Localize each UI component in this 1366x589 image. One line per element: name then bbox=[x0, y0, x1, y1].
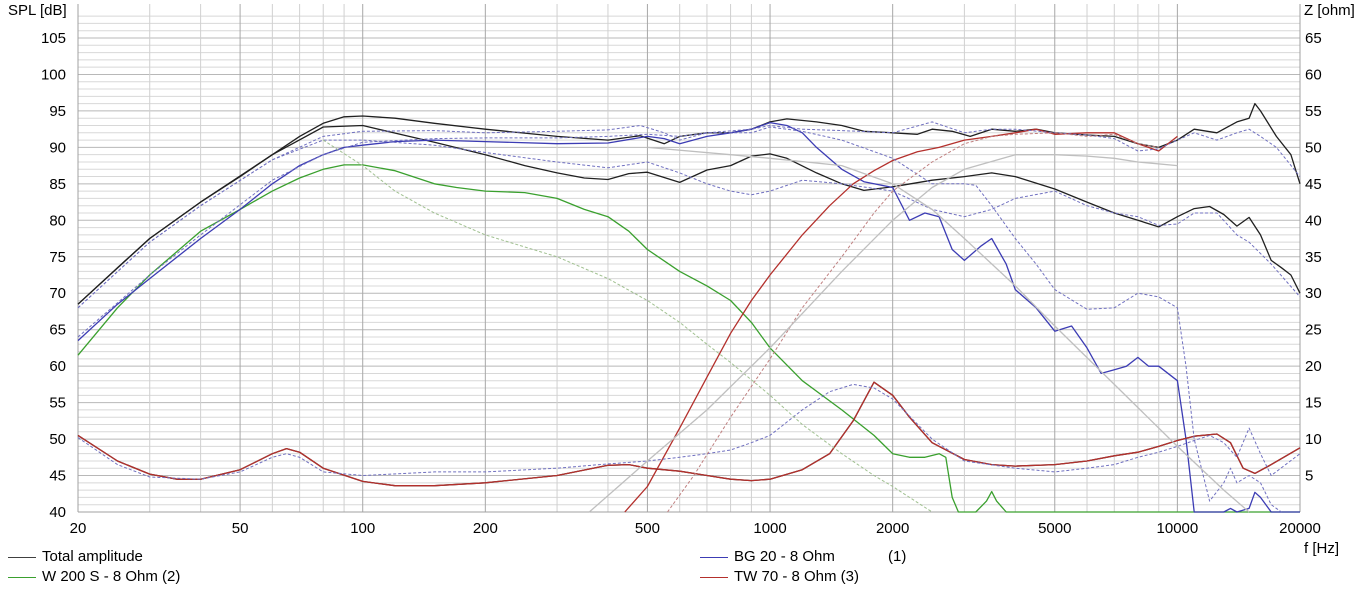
axis-ticks: 40 45 50 55 60 65 70 75 80 85 90 95 100 105 5 10 15 20 25 3… bbox=[41, 30, 1322, 537]
series-line-8 bbox=[77, 139, 1301, 309]
y-left-tick-label: 70 bbox=[49, 285, 66, 302]
y-right-tick-label: 30 bbox=[1305, 285, 1322, 302]
series-line-2 bbox=[77, 164, 1300, 513]
series-line-11 bbox=[667, 132, 1159, 513]
x-tick-label: 20 bbox=[70, 520, 87, 537]
y-left-tick-label: 85 bbox=[49, 176, 66, 193]
legend-swatch-tweeter bbox=[700, 577, 728, 578]
legend-label-bg20: BG 20 - 8 Ohm bbox=[734, 548, 835, 565]
y-right-tick-label: 55 bbox=[1305, 103, 1322, 120]
y-left-tick-label: 90 bbox=[49, 139, 66, 156]
legend-label-total: Total amplitude bbox=[42, 548, 143, 565]
y-left-tick-label: 65 bbox=[49, 322, 66, 339]
series-line-13 bbox=[588, 154, 1178, 513]
legend-swatch-bg20 bbox=[700, 557, 728, 558]
series-line-9 bbox=[77, 126, 1282, 513]
legend-bg20-index: (1) bbox=[888, 548, 907, 565]
series-line-7 bbox=[77, 121, 1301, 309]
x-tick-label: 10000 bbox=[1157, 520, 1199, 537]
y-left-tick-label: 95 bbox=[49, 103, 66, 120]
y-right-tick-label: 40 bbox=[1305, 212, 1322, 229]
series-line-0 bbox=[77, 102, 1301, 305]
y-right-tick-label: 5 bbox=[1305, 468, 1313, 485]
legend-swatch-woofer bbox=[8, 577, 36, 578]
y-right-tick-label: 35 bbox=[1305, 249, 1322, 266]
y-right-tick-label: 65 bbox=[1305, 30, 1322, 47]
y-left-tick-label: 80 bbox=[49, 212, 66, 229]
y-right-tick-label: 25 bbox=[1305, 322, 1322, 339]
legend-label-woofer: W 200 S - 8 Ohm (2) bbox=[42, 568, 181, 585]
x-tick-label: 500 bbox=[635, 520, 660, 537]
series-line-14 bbox=[647, 146, 1250, 513]
series-line-3 bbox=[77, 121, 1300, 513]
y-left-tick-label: 40 bbox=[49, 504, 66, 521]
legend-item-total: Total amplitude bbox=[8, 548, 208, 566]
y-right-axis-title: Z [ohm] bbox=[1304, 2, 1355, 19]
legend-item-tweeter: TW 70 - 8 Ohm (3) bbox=[700, 568, 940, 586]
y-left-tick-label: 100 bbox=[41, 66, 66, 83]
x-tick-label: 200 bbox=[473, 520, 498, 537]
y-left-tick-label: 105 bbox=[41, 30, 66, 47]
y-left-tick-label: 45 bbox=[49, 468, 66, 485]
legend-label-tweeter: TW 70 - 8 Ohm (3) bbox=[734, 568, 860, 585]
series-line-4 bbox=[624, 128, 1178, 513]
x-tick-label: 2000 bbox=[876, 520, 909, 537]
x-tick-label: 1000 bbox=[753, 520, 786, 537]
y-right-tick-label: 15 bbox=[1305, 395, 1322, 412]
y-left-axis-title: SPL [dB] bbox=[8, 2, 67, 19]
series-line-10 bbox=[77, 383, 1301, 480]
y-right-tick-label: 45 bbox=[1305, 176, 1322, 193]
x-tick-label: 5000 bbox=[1038, 520, 1071, 537]
x-tick-label: 100 bbox=[350, 520, 375, 537]
x-axis-title: f [Hz] bbox=[1304, 540, 1339, 557]
x-tick-label: 50 bbox=[232, 520, 249, 537]
y-left-tick-label: 60 bbox=[49, 358, 66, 375]
y-left-tick-label: 50 bbox=[49, 431, 66, 448]
legend-item-woofer: W 200 S - 8 Ohm (2) bbox=[8, 568, 248, 586]
y-right-tick-label: 60 bbox=[1305, 66, 1322, 83]
legend-swatch-total bbox=[8, 557, 36, 558]
x-tick-label: 20000 bbox=[1279, 520, 1321, 537]
y-left-tick-label: 75 bbox=[49, 249, 66, 266]
y-left-tick-label: 55 bbox=[49, 395, 66, 412]
plot-series bbox=[77, 102, 1301, 513]
y-right-tick-label: 10 bbox=[1305, 431, 1322, 448]
series-line-6 bbox=[77, 381, 1301, 487]
y-right-tick-label: 20 bbox=[1305, 358, 1322, 375]
y-right-tick-label: 50 bbox=[1305, 139, 1322, 156]
legend-item-bg20: BG 20 - 8 Ohm (1) bbox=[700, 548, 940, 566]
